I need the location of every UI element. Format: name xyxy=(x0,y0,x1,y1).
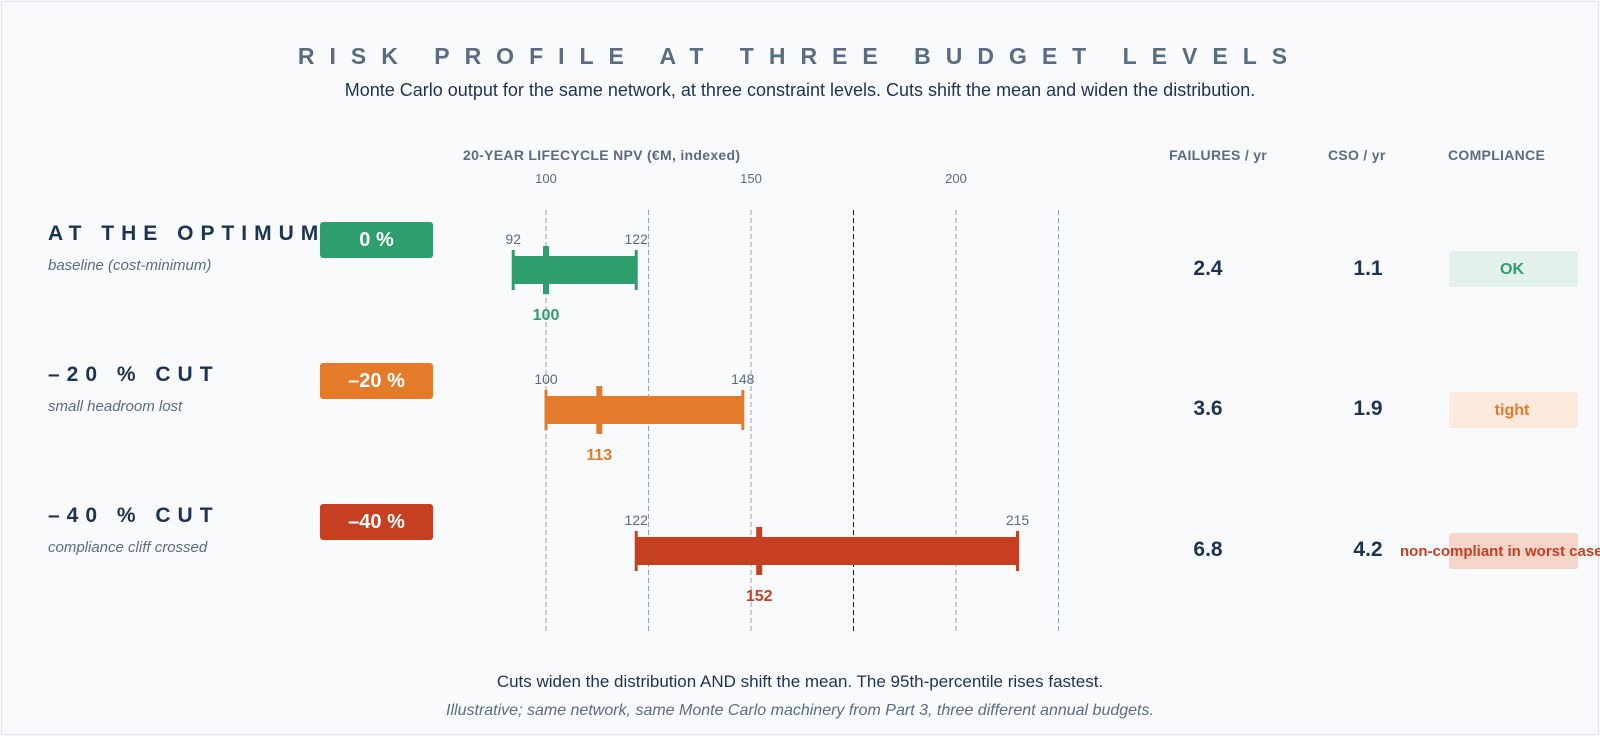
high-value-label: 215 xyxy=(1006,512,1030,528)
row-sub-cut-20: small headroom lost xyxy=(48,398,183,415)
low-value-label: 122 xyxy=(625,512,649,528)
mean-value-label: 100 xyxy=(533,307,560,324)
row-label-cut-40: –40 % CUT xyxy=(48,504,220,527)
low-value-label: 100 xyxy=(534,371,558,387)
compliance-badge xyxy=(1449,392,1578,428)
mean-value-label: 113 xyxy=(586,447,612,464)
cso-value: 1.9 xyxy=(1353,397,1383,420)
failures-value: 3.6 xyxy=(1193,397,1223,420)
range-bar xyxy=(513,256,637,284)
low-value-label: 92 xyxy=(505,231,521,247)
footer-caption: Illustrative; same network, same Monte C… xyxy=(446,702,1154,719)
footer-note: Cuts widen the distribution AND shift th… xyxy=(496,672,1104,691)
x-tick-label: 100 xyxy=(535,171,557,186)
high-value-label: 122 xyxy=(625,231,649,247)
mean-marker xyxy=(543,246,549,294)
chart-subtitle: Monte Carlo output for the same network,… xyxy=(344,80,1256,100)
compliance-badge xyxy=(1449,533,1578,569)
row-sub-optimum: baseline (cost-minimum) xyxy=(48,257,212,274)
row-label-cut-20: –20 % CUT xyxy=(48,363,220,386)
failures-value: 6.8 xyxy=(1193,538,1223,561)
x-tick-label: 200 xyxy=(945,171,967,186)
compliance-status: OK xyxy=(1500,261,1524,278)
x-tick-label: 150 xyxy=(740,171,762,186)
budget-badge-optimum: 0 % xyxy=(320,222,433,258)
range-bar xyxy=(546,396,743,424)
range-bar xyxy=(636,537,1018,565)
high-value-label: 148 xyxy=(731,371,755,387)
mean-marker xyxy=(756,527,763,575)
compliance-column-header: COMPLIANCE xyxy=(1448,147,1546,163)
compliance-status: non-compliant in worst case xyxy=(1400,543,1600,560)
failures-value: 2.4 xyxy=(1193,257,1223,280)
chart-title: RISK PROFILE AT THREE BUDGET LEVELS xyxy=(297,43,1303,69)
cso-column-header: CSO / yr xyxy=(1328,147,1386,163)
cso-value: 1.1 xyxy=(1353,257,1383,280)
compliance-status: tight xyxy=(1494,402,1530,419)
budget-badge-cut-40: –40 % xyxy=(320,504,433,540)
npv-axis-title: 20-YEAR LIFECYCLE NPV (€M, indexed) xyxy=(463,147,741,163)
row-label-optimum: AT THE OPTIMUM xyxy=(48,222,326,245)
row-sub-cut-40: compliance cliff crossed xyxy=(48,539,208,556)
budget-badge-cut-20: –20 % xyxy=(320,363,433,399)
cso-value: 4.2 xyxy=(1353,538,1383,561)
mean-value-label: 152 xyxy=(746,588,773,605)
compliance-badge xyxy=(1449,251,1578,287)
mean-marker xyxy=(596,386,603,434)
failures-column-header: FAILURES / yr xyxy=(1169,147,1268,163)
